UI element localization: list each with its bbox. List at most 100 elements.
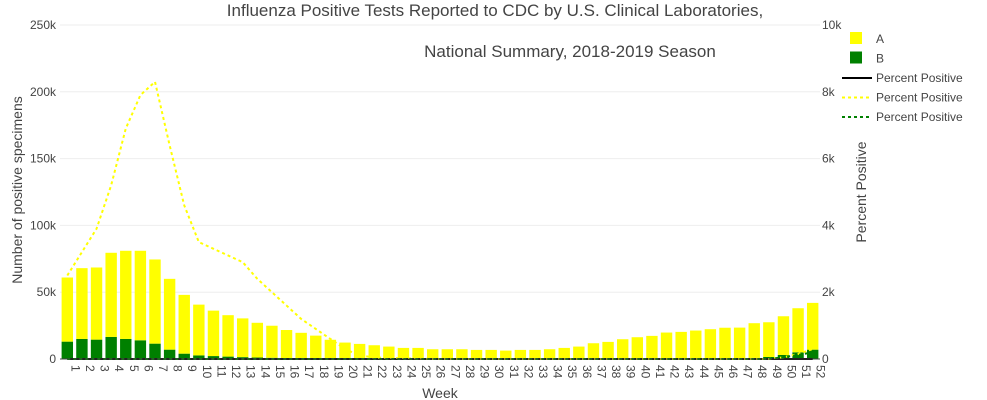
x-tick-label: 7 xyxy=(156,365,170,372)
x-tick-label: 22 xyxy=(375,365,389,379)
bar-a xyxy=(236,318,249,358)
x-tick-label: 49 xyxy=(770,365,784,379)
bar-a xyxy=(792,308,804,353)
bar-a xyxy=(441,349,454,359)
bar-a xyxy=(514,349,527,359)
x-tick-label: 19 xyxy=(331,365,345,379)
x-tick-label: 21 xyxy=(361,365,375,379)
x-tick-label: 13 xyxy=(244,365,258,379)
bar-b xyxy=(207,356,220,359)
legend-label[interactable]: Percent Positive xyxy=(876,91,963,105)
bar-a xyxy=(222,315,234,357)
y-tick-label: 0 xyxy=(49,352,56,366)
x-axis-title: Week xyxy=(422,385,459,400)
legend-label[interactable]: Percent Positive xyxy=(876,71,963,85)
y2-tick-label: 0 xyxy=(822,352,829,366)
x-tick-label: 24 xyxy=(404,365,418,379)
bar-b xyxy=(120,338,132,359)
x-tick-label: 17 xyxy=(302,365,316,379)
bar-a xyxy=(485,349,497,359)
x-tick-label: 26 xyxy=(434,365,448,379)
y2-axis-title: Percent Positive xyxy=(853,141,869,242)
bar-a xyxy=(733,327,746,359)
chart-title-line1: Influenza Positive Tests Reported to CDC… xyxy=(227,1,763,20)
legend-label[interactable]: Percent Positive xyxy=(876,110,963,124)
bar-a xyxy=(310,335,322,359)
x-tick-label: 20 xyxy=(346,365,360,379)
y-tick-label: 150k xyxy=(30,152,57,166)
x-tick-label: 25 xyxy=(419,365,433,379)
bar-a xyxy=(397,347,410,359)
bar-b xyxy=(193,355,205,359)
x-tick-label: 44 xyxy=(697,365,711,379)
x-tick-label: 10 xyxy=(200,365,214,379)
x-tick-label: 35 xyxy=(565,365,579,379)
legend: AB Percent Positive Percent Positive Percen… xyxy=(842,32,963,124)
x-tick-label: 15 xyxy=(273,365,287,379)
x-tick-label: 45 xyxy=(711,365,725,379)
bar-a xyxy=(383,346,395,359)
bar-b xyxy=(163,349,176,359)
x-tick-label: 43 xyxy=(682,365,696,379)
bar-b xyxy=(806,349,819,359)
bar-a xyxy=(806,302,819,350)
x-tick-label: 42 xyxy=(668,365,682,379)
bars xyxy=(61,250,819,359)
x-tick-label: 52 xyxy=(814,365,828,379)
bar-a xyxy=(558,347,570,359)
bar-a xyxy=(105,252,117,337)
y-tick-label: 50k xyxy=(37,285,57,299)
bar-a xyxy=(207,310,220,357)
x-tick-label: 40 xyxy=(638,365,652,379)
bar-a xyxy=(587,343,600,359)
y2-tick-label: 8k xyxy=(822,85,836,99)
bar-a xyxy=(616,339,629,359)
bar-a xyxy=(280,330,293,359)
bar-a xyxy=(193,304,205,356)
bar-a xyxy=(573,346,585,359)
bar-a xyxy=(149,259,161,344)
bar-a xyxy=(134,250,147,341)
bar-b xyxy=(222,356,234,359)
bar-a xyxy=(76,268,88,339)
x-tick-label: 51 xyxy=(799,365,813,379)
x-tick-label: 37 xyxy=(594,365,608,379)
x-tick-label: 16 xyxy=(288,365,302,379)
bar-a xyxy=(353,343,366,359)
x-tick-label: 46 xyxy=(726,365,740,379)
x-tick-label: 6 xyxy=(141,365,155,372)
x-tick-label: 3 xyxy=(98,365,112,372)
legend-swatch[interactable] xyxy=(850,32,862,44)
y-tick-label: 100k xyxy=(30,218,57,232)
bar-a xyxy=(470,349,483,359)
y2-tick-label: 10k xyxy=(822,18,842,32)
bar-a xyxy=(529,349,541,359)
bar-a xyxy=(295,332,307,359)
x-tick-label: 28 xyxy=(463,365,477,379)
bar-a xyxy=(339,342,351,359)
legend-swatch[interactable] xyxy=(850,51,862,64)
bar-a xyxy=(763,322,775,357)
x-tick-label: 1 xyxy=(68,365,82,372)
x-tick-label: 31 xyxy=(507,365,521,379)
bar-a xyxy=(543,349,556,359)
bar-b xyxy=(134,340,147,359)
bar-a xyxy=(266,325,278,358)
y2-tick-label: 2k xyxy=(822,285,836,299)
legend-label[interactable]: B xyxy=(876,52,884,66)
legend-label[interactable]: A xyxy=(876,32,884,46)
bar-b xyxy=(90,339,103,359)
bar-b xyxy=(149,343,161,359)
x-tick-label: 8 xyxy=(171,365,185,372)
y-tick-label: 200k xyxy=(30,85,57,99)
bar-a xyxy=(178,294,190,354)
x-tick-label: 12 xyxy=(229,365,243,379)
x-tick-label: 34 xyxy=(551,365,565,379)
x-tick-label: 14 xyxy=(258,365,272,379)
bar-a xyxy=(120,250,132,339)
gridlines xyxy=(60,24,820,293)
bar-a xyxy=(690,330,702,359)
bar-b xyxy=(76,338,88,359)
x-tick-label: 2 xyxy=(83,365,97,372)
